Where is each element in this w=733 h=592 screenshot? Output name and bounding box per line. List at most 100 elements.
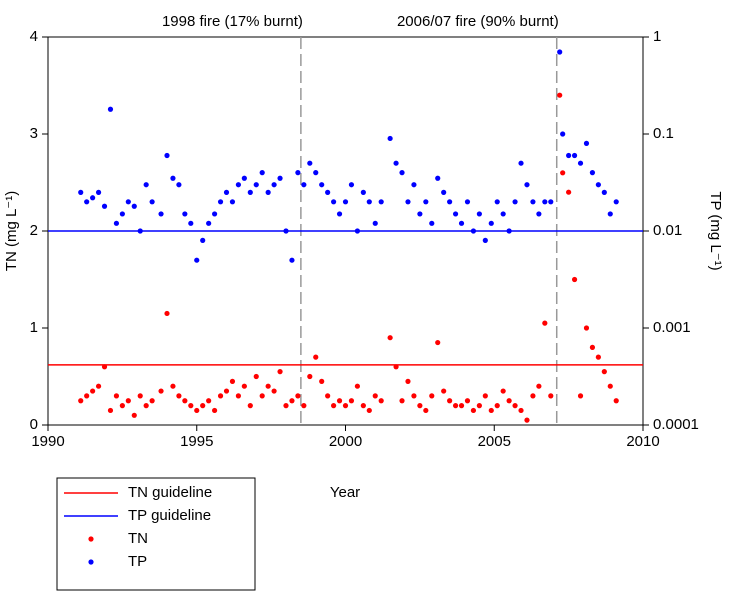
point: [325, 189, 331, 195]
point: [78, 189, 84, 195]
legend-label: TP: [128, 553, 147, 570]
legend-label: TN: [128, 530, 148, 547]
point: [417, 403, 423, 409]
legend-label: TN guideline: [128, 484, 212, 501]
point: [405, 199, 411, 205]
point: [253, 182, 259, 188]
y2-tick-label: 0.0001: [653, 416, 699, 433]
point: [476, 211, 482, 217]
point: [566, 189, 572, 195]
point: [405, 378, 411, 384]
point: [283, 228, 289, 234]
point: [601, 369, 607, 375]
point: [301, 403, 307, 409]
point: [194, 407, 200, 414]
point: [589, 170, 596, 176]
point: [494, 199, 500, 205]
point: [589, 344, 596, 350]
point: [113, 220, 120, 226]
point: [131, 203, 137, 209]
point: [235, 393, 241, 399]
point: [131, 412, 137, 418]
point: [170, 175, 176, 181]
point: [458, 220, 465, 226]
legend-label: TP guideline: [128, 507, 211, 524]
point: [331, 199, 337, 205]
x-tick-label: 2000: [329, 433, 362, 450]
point: [452, 211, 459, 217]
point: [595, 182, 601, 188]
point: [530, 199, 536, 205]
point: [378, 199, 384, 205]
point: [536, 211, 542, 217]
point: [125, 398, 131, 404]
point: [229, 378, 236, 384]
point: [182, 211, 188, 217]
x-tick-label: 1990: [31, 433, 64, 450]
point: [259, 393, 265, 399]
y2-tick-label: 0.1: [653, 125, 674, 142]
point: [482, 237, 488, 244]
point: [295, 393, 301, 399]
point: [607, 211, 613, 217]
point: [494, 403, 500, 409]
point: [595, 354, 601, 360]
point: [188, 220, 194, 226]
point: [577, 393, 584, 399]
point: [223, 388, 230, 394]
point: [149, 398, 155, 404]
point: [387, 335, 393, 341]
point: [95, 383, 102, 389]
point: [241, 383, 247, 389]
point: [206, 398, 212, 404]
point: [253, 373, 259, 380]
point: [90, 388, 96, 394]
point: [200, 237, 206, 244]
point: [613, 398, 619, 404]
point: [482, 393, 488, 399]
point: [378, 398, 384, 404]
point: [259, 170, 265, 176]
point: [366, 199, 372, 205]
point: [336, 211, 343, 217]
point: [212, 211, 218, 217]
point: [548, 393, 554, 399]
point: [200, 403, 206, 409]
point: [441, 388, 447, 394]
y-tick-label: 2: [30, 222, 38, 239]
point: [360, 189, 366, 195]
point: [342, 403, 349, 409]
point: [441, 189, 447, 195]
point: [423, 407, 429, 414]
point: [265, 383, 271, 389]
point: [143, 403, 149, 409]
point: [164, 310, 170, 317]
point: [84, 393, 90, 399]
point: [289, 398, 295, 404]
x-axis-label: Year: [330, 484, 360, 501]
point: [524, 417, 530, 423]
point: [372, 393, 378, 399]
point: [319, 182, 325, 188]
point: [518, 160, 524, 166]
point: [464, 199, 471, 205]
point: [470, 228, 477, 234]
point: [613, 199, 619, 205]
point: [283, 403, 289, 409]
point: [247, 189, 253, 195]
point: [107, 106, 114, 112]
point: [583, 140, 590, 147]
point: [348, 182, 355, 188]
point: [607, 383, 613, 389]
point: [560, 170, 566, 176]
point: [566, 152, 572, 159]
point: [488, 407, 494, 414]
y2-tick-label: 1: [653, 28, 661, 45]
point: [393, 160, 399, 166]
point: [113, 393, 120, 399]
point: [476, 403, 482, 409]
point: [319, 378, 325, 384]
point: [417, 211, 423, 217]
point: [149, 199, 155, 205]
point: [307, 373, 313, 380]
